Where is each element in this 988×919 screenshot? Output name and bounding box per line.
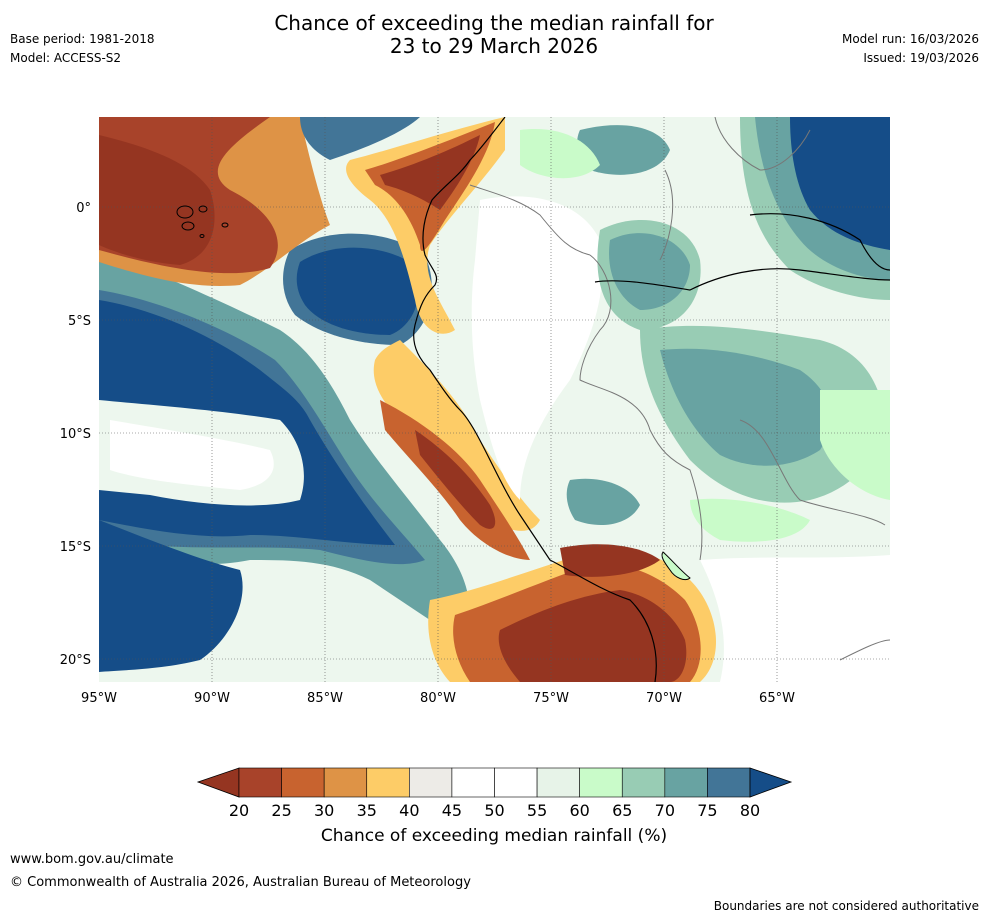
colorbar-segment: [664, 767, 708, 798]
footer-url[interactable]: www.bom.gov.au/climate: [10, 852, 174, 867]
y-tick-label: 20°S: [60, 653, 91, 668]
lake-titicaca: [661, 551, 691, 581]
colorbar-tick-label: 50: [484, 801, 504, 820]
title-line-1: Chance of exceeding the median rainfall …: [274, 11, 714, 35]
neutral-zone: [700, 555, 890, 682]
colorbar-segment: [621, 767, 666, 798]
wet-zone: [690, 498, 810, 542]
colorbar-tick-label: 70: [655, 801, 675, 820]
amazon-river: [594, 268, 890, 291]
wet-zone: [820, 390, 890, 500]
colorbar-segment: [494, 767, 538, 798]
island: [198, 205, 208, 213]
colorbar-under-arrow: [196, 767, 240, 798]
colorbar-segment: [451, 767, 495, 798]
disclaimer-text: Boundaries are not considered authoritat…: [713, 899, 979, 913]
wet-zone: [520, 129, 600, 179]
coastline-pacific: [413, 117, 657, 682]
very-wet-zone: [790, 117, 890, 250]
border-peru-brazil-bolivia: [579, 254, 703, 561]
x-axis-ticks: 95°W 90°W 85°W 80°W 75°W 70°W 65°W: [81, 691, 795, 706]
y-axis-ticks: 0° 5°S 10°S 15°S 20°S: [60, 201, 91, 668]
colorbar-segments: [238, 767, 751, 798]
colorbar-segment: [238, 767, 282, 798]
colorbar-tick-label: 30: [314, 801, 334, 820]
colorbar-segment: [409, 767, 453, 798]
island: [199, 234, 205, 238]
ocean-very-high: [99, 520, 243, 672]
colorbar-tick-label: 25: [271, 801, 291, 820]
x-tick-label: 80°W: [420, 691, 456, 706]
island: [181, 221, 195, 231]
colorbar-tick-label: 75: [697, 801, 717, 820]
x-tick-label: 70°W: [646, 691, 682, 706]
title-line-2: 23 to 29 March 2026: [389, 34, 599, 58]
colorbar-tick-label: 65: [612, 801, 632, 820]
colorbar: 20 25 30 35 40 45 50 55 60 65 70 75 80: [196, 767, 793, 820]
colorbar-segment: [366, 767, 410, 798]
x-tick-label: 85°W: [307, 691, 343, 706]
graticule: [99, 117, 890, 682]
border-bolivia-brazil: [739, 419, 886, 526]
very-dry-zone: [380, 135, 480, 210]
y-tick-label: 15°S: [60, 540, 91, 555]
ocean-high-zone: [300, 117, 420, 160]
colorbar-segment: [281, 767, 325, 798]
galapagos-islands: [176, 205, 229, 238]
border-venezuela-brazil: [714, 117, 811, 171]
ocean-very-high: [296, 247, 419, 335]
colorbar-over-arrow: [749, 767, 793, 798]
border-colombia-ecuador-peru: [469, 184, 591, 256]
rio-negro: [749, 213, 890, 271]
colorbar-tick-label: 20: [229, 801, 249, 820]
colorbar-segment: [536, 767, 580, 798]
island: [176, 205, 194, 219]
colorbar-tick-label: 55: [527, 801, 547, 820]
copyright-text: © Commonwealth of Australia 2026, Austra…: [10, 875, 471, 890]
model-run: Model run: 16/03/2026: [841, 32, 979, 46]
y-tick-label: 0°: [76, 201, 91, 216]
colorbar-segment: [579, 767, 623, 798]
base-period: Base period: 1981-2018: [10, 32, 155, 46]
colorbar-tick-label: 80: [740, 801, 760, 820]
colorbar-label: Chance of exceeding median rainfall (%): [320, 826, 668, 846]
probability-field: [99, 117, 890, 682]
colorbar-tick-label: 60: [569, 801, 589, 820]
island: [221, 222, 229, 228]
x-tick-label: 95°W: [81, 691, 117, 706]
coastline: [413, 117, 890, 682]
x-tick-label: 90°W: [194, 691, 230, 706]
issued-date: Issued: 19/03/2026: [863, 51, 979, 65]
colorbar-tick-label: 40: [399, 801, 419, 820]
x-tick-label: 75°W: [533, 691, 569, 706]
colorbar-segment: [707, 767, 751, 798]
model-name: Model: ACCESS-S2: [10, 51, 122, 65]
dry-zone: [373, 340, 540, 531]
colorbar-ticks: 20 25 30 35 40 45 50 55 60 65 70 75 80: [229, 801, 760, 820]
colorbar-segment: [323, 767, 368, 798]
very-dry-zone: [99, 135, 215, 265]
y-tick-label: 10°S: [60, 427, 91, 442]
very-dry-zone: [560, 544, 660, 577]
map-title: Chance of exceeding the median rainfall …: [0, 12, 988, 58]
wet-zone: [660, 348, 831, 466]
colorbar-tick-label: 45: [442, 801, 462, 820]
ocean-neutral: [110, 420, 274, 490]
country-borders: [469, 117, 890, 661]
very-dry-zone: [415, 430, 496, 529]
colorbar-tick-label: 35: [357, 801, 377, 820]
y-tick-label: 5°S: [68, 314, 91, 329]
border-colombia-brazil: [659, 169, 674, 261]
x-tick-label: 65°W: [759, 691, 795, 706]
wet-zone: [609, 233, 690, 310]
wet-zone: [577, 125, 670, 175]
wet-zone: [566, 478, 640, 525]
border-bolivia-paraguay: [839, 639, 890, 661]
neutral-zone: [471, 196, 603, 501]
